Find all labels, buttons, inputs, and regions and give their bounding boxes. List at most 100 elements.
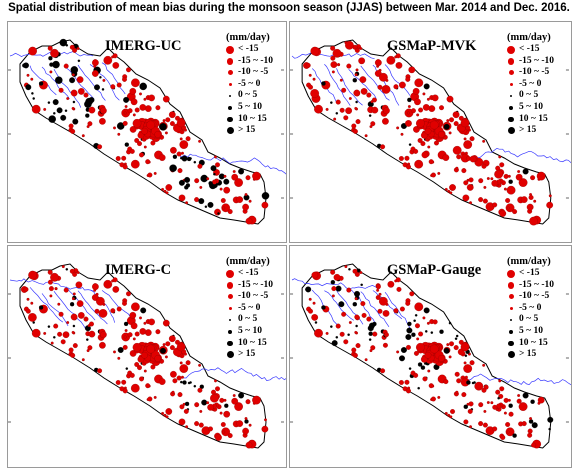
station-marker	[546, 201, 554, 209]
station-marker	[455, 166, 459, 170]
station-marker	[92, 283, 99, 291]
station-marker	[72, 324, 76, 328]
station-marker	[47, 45, 53, 51]
station-marker	[245, 399, 251, 405]
station-marker	[508, 179, 513, 184]
station-marker	[503, 397, 509, 403]
station-marker	[122, 344, 128, 350]
station-marker	[348, 321, 352, 324]
station-marker	[415, 342, 425, 352]
station-marker	[252, 395, 261, 405]
station-marker	[518, 402, 528, 411]
station-marker	[198, 139, 202, 143]
station-marker	[143, 321, 147, 325]
legend-entry: 0 ~ 5	[503, 90, 554, 102]
station-marker	[97, 368, 103, 374]
station-marker	[43, 107, 47, 111]
station-marker	[355, 100, 358, 104]
station-marker	[414, 159, 424, 169]
station-marker	[438, 131, 445, 138]
legend-symbol	[509, 94, 513, 98]
station-marker	[76, 271, 80, 274]
station-marker	[53, 323, 59, 329]
station-marker	[548, 194, 552, 198]
station-marker	[66, 97, 70, 100]
station-marker	[447, 413, 451, 417]
legend-entry: 5 ~ 10	[222, 326, 273, 338]
legend-symbol	[227, 70, 233, 76]
station-marker	[180, 380, 183, 384]
station-marker	[53, 112, 56, 115]
station-marker	[210, 165, 217, 172]
station-marker	[432, 319, 438, 325]
station-marker	[492, 404, 498, 410]
station-marker	[158, 378, 166, 385]
station-marker	[122, 76, 127, 82]
station-marker	[129, 148, 135, 154]
station-marker	[311, 271, 319, 279]
station-marker	[308, 297, 312, 301]
legend-label: > 15	[519, 125, 537, 136]
station-marker	[124, 142, 129, 147]
station-marker	[375, 284, 381, 290]
station-marker	[132, 342, 142, 352]
station-marker	[87, 121, 93, 127]
station-marker	[412, 87, 420, 95]
station-marker	[144, 329, 152, 336]
station-marker	[478, 421, 484, 427]
station-marker	[70, 89, 78, 97]
legend-symbol	[508, 294, 514, 300]
station-marker	[383, 107, 390, 115]
station-marker	[418, 331, 424, 337]
station-marker	[405, 76, 411, 82]
station-marker	[112, 286, 120, 293]
station-marker	[314, 328, 323, 338]
legend-label: -10 ~ -5	[238, 67, 269, 78]
station-marker	[423, 83, 430, 90]
station-marker	[354, 314, 360, 320]
station-marker	[139, 82, 147, 91]
station-marker	[416, 337, 420, 341]
station-marker	[330, 325, 333, 328]
station-marker	[531, 442, 537, 448]
station-marker	[110, 308, 116, 314]
station-marker	[370, 345, 376, 351]
station-marker	[154, 131, 162, 138]
legend-unit: (mm/day)	[507, 32, 551, 43]
station-marker	[413, 350, 419, 356]
station-marker	[139, 376, 144, 382]
station-marker	[25, 308, 31, 314]
station-marker	[61, 265, 65, 269]
station-marker	[387, 280, 395, 288]
station-marker	[414, 314, 418, 317]
legend-label: -5 ~ 0	[238, 302, 261, 313]
station-marker	[179, 404, 185, 410]
station-marker	[236, 420, 244, 427]
map-panel-imerg-uc: IMERG-UC (mm/day) < -15 -15 ~ -10 -10 ~ -5-…	[7, 21, 287, 243]
station-marker	[358, 57, 366, 65]
station-marker	[75, 281, 83, 289]
station-marker	[355, 68, 359, 72]
station-marker	[159, 123, 167, 131]
legend-entry: < -15	[222, 44, 273, 56]
station-marker	[123, 335, 127, 339]
station-marker	[145, 159, 151, 165]
station-marker	[56, 107, 63, 114]
station-marker	[126, 67, 131, 73]
station-marker	[52, 99, 59, 106]
station-marker	[208, 181, 213, 186]
station-marker	[521, 421, 527, 427]
station-marker	[170, 146, 177, 154]
station-marker	[359, 47, 363, 50]
station-marker	[338, 301, 345, 308]
station-marker	[443, 347, 450, 354]
station-marker	[98, 309, 108, 318]
station-marker	[506, 206, 510, 210]
station-marker	[471, 381, 475, 385]
station-marker	[197, 163, 203, 169]
station-marker	[185, 201, 189, 205]
station-marker	[418, 107, 424, 113]
station-marker	[335, 285, 342, 292]
station-marker	[517, 170, 521, 173]
